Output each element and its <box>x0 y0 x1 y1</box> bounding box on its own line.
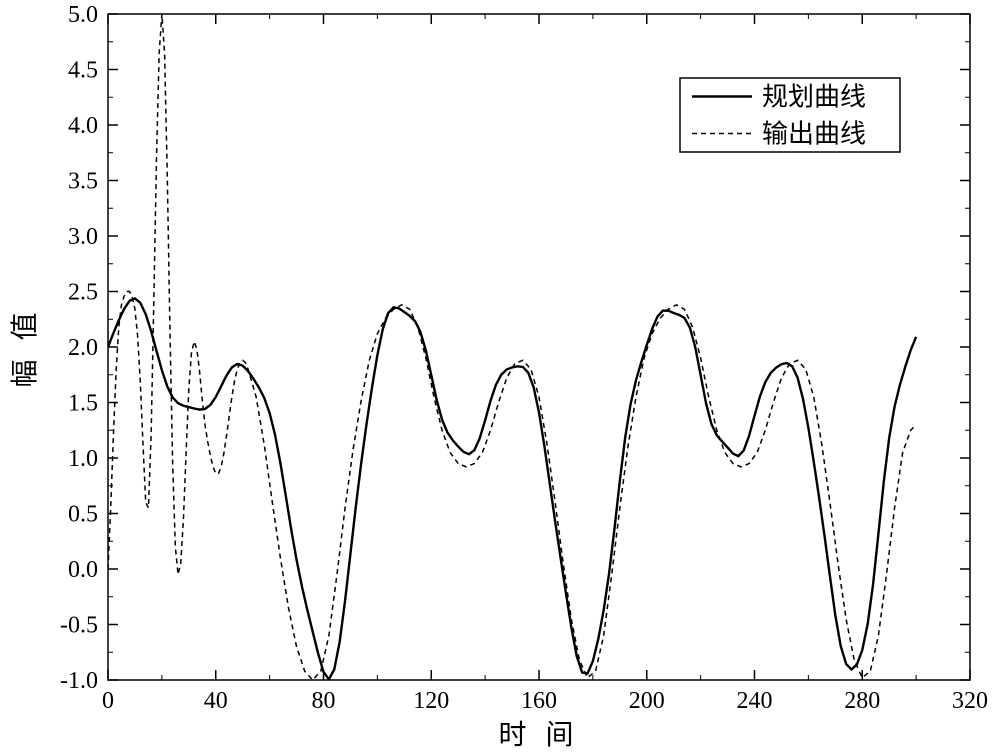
legend-label: 规划曲线 <box>762 83 866 112</box>
y-tick-label: -1.0 <box>60 668 98 694</box>
x-tick-label: 80 <box>312 688 336 714</box>
y-tick-label: 0.0 <box>68 557 98 583</box>
y-tick-label: 3.5 <box>68 169 98 195</box>
x-tick-label: 40 <box>204 688 228 714</box>
y-tick-label: 4.0 <box>68 113 98 139</box>
y-tick-label: 1.0 <box>68 446 98 472</box>
x-tick-label: 320 <box>952 688 988 714</box>
x-tick-label: 200 <box>629 688 665 714</box>
x-tick-label: 240 <box>737 688 773 714</box>
y-tick-label: -0.5 <box>60 613 98 639</box>
chart-svg: 0 40 80 120 160 200 240 280 320 时 间 -1.0 -0.5 0.0 0.5… <box>0 0 1000 756</box>
y-tick-label: 5.0 <box>68 2 98 28</box>
y-tick-label: 1.5 <box>68 391 98 417</box>
x-tick-label: 120 <box>413 688 449 714</box>
x-tick-label: 280 <box>844 688 880 714</box>
y-tick-label: 0.5 <box>68 502 98 528</box>
x-tick-label: 160 <box>521 688 557 714</box>
y-tick-label: 4.5 <box>68 58 98 84</box>
series-planned <box>108 298 916 679</box>
chart-container: 0 40 80 120 160 200 240 280 320 时 间 -1.0 -0.5 0.0 0.5… <box>0 0 1000 756</box>
y-tick-label: 2.0 <box>68 335 98 361</box>
y-axis-title: 幅 值 <box>9 306 41 387</box>
y-tick-label: 2.5 <box>68 280 98 306</box>
x-axis-title: 时 间 <box>498 719 579 751</box>
y-tick-label: 3.0 <box>68 224 98 250</box>
legend-label: 输出曲线 <box>762 120 866 149</box>
x-tick-label: 0 <box>102 688 114 714</box>
